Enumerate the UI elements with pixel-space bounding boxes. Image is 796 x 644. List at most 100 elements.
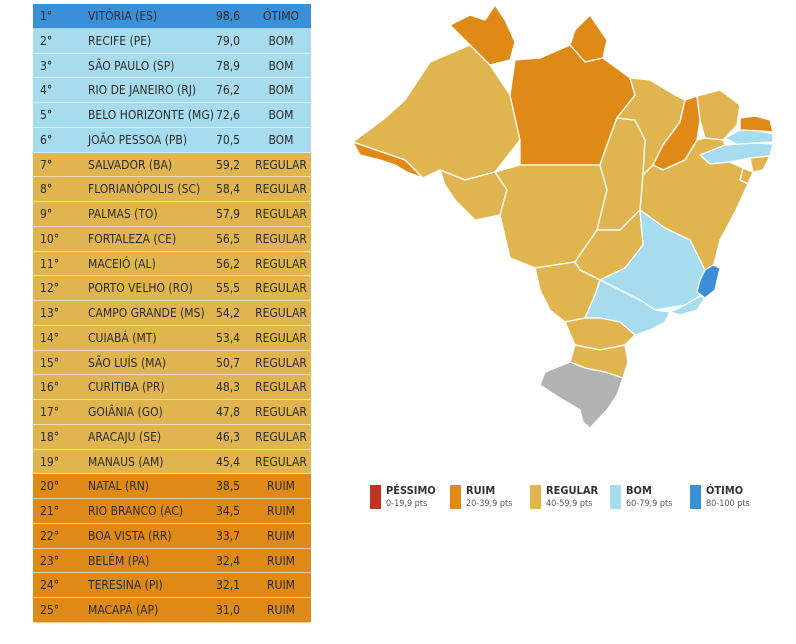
ranking-row: 18° ARACAJU (SE) 46,3 REGULAR: [33, 424, 311, 450]
state-ce: [696, 89, 741, 141]
ranking-position: 1°: [40, 9, 53, 23]
city-rating: REGULAR: [255, 380, 307, 395]
city-rating: REGULAR: [255, 231, 307, 246]
legend-range: 40-59,9 pts: [546, 499, 593, 509]
city-score: 72,6: [215, 108, 241, 122]
state-rr: [449, 4, 516, 66]
ranking-row: 14° CUIABÁ (MT) 53,4 REGULAR: [33, 325, 311, 351]
ranking-row: 11° MACEIÓ (AL) 56,2 REGULAR: [33, 251, 311, 277]
ranking-position: 16°: [40, 380, 60, 395]
ranking-position: 9°: [40, 207, 53, 221]
legend-name: REGULAR: [546, 484, 599, 497]
city-score: 47,8: [215, 405, 241, 419]
ranking-row: 17° GOIÂNIA (GO) 47,8 REGULAR: [33, 400, 311, 425]
ranking-position: 19°: [40, 454, 60, 469]
city-rating: RUIM: [267, 578, 295, 593]
city-rating: REGULAR: [255, 306, 307, 320]
ranking-position: 13°: [40, 306, 60, 320]
city-score: 31,0: [215, 603, 241, 617]
ranking-position: 8°: [40, 182, 53, 197]
city-score: 46,3: [215, 429, 241, 444]
legend-range: 60-79,9 pts: [626, 499, 673, 509]
ranking-row: 3° SÃO PAULO (SP) 78,9 BOM: [33, 53, 311, 79]
ranking-position: 4°: [40, 83, 53, 98]
ranking-row: 8° FLORIANÓPOLIS (SC) 58,4 REGULAR: [33, 177, 311, 202]
ranking-table: 1° VITÓRIA (ES) 98,6 ÓTIMO 2° RECIFE (PE) 79,0…: [33, 4, 311, 623]
ranking-position: 10°: [40, 231, 60, 246]
brazil-map: [352, 4, 774, 429]
city-rating: BOM: [268, 108, 294, 122]
city-rating: REGULAR: [255, 355, 307, 370]
city-score: 38,5: [215, 479, 241, 494]
city-score: 70,5: [215, 132, 241, 147]
city-score: 98,6: [215, 9, 241, 23]
city-rating: RUIM: [267, 528, 295, 543]
legend-name: ÓTIMO: [706, 484, 744, 497]
state-es: [696, 264, 721, 299]
city-name: CUIABÁ (MT): [88, 330, 157, 345]
ranking-position: 21°: [40, 504, 60, 518]
city-name: MANAUS (AM): [88, 454, 164, 469]
city-name: FLORIANÓPOLIS (SC): [88, 182, 201, 197]
city-rating: RUIM: [267, 553, 295, 568]
legend-name: BOM: [626, 484, 652, 497]
city-score: 55,5: [215, 281, 241, 296]
ranking-row: 19° MANAUS (AM) 45,4 REGULAR: [33, 449, 311, 475]
city-rating: REGULAR: [255, 157, 307, 172]
ranking-row: 21° RIO BRANCO (AC) 34,5 RUIM: [33, 499, 311, 524]
state-ac: [352, 141, 424, 179]
legend-swatch: [610, 485, 621, 509]
city-rating: REGULAR: [255, 454, 307, 469]
ranking-row: 25° MACAPÁ (AP) 31,0 RUIM: [33, 598, 311, 623]
city-score: 79,0: [215, 33, 241, 48]
legend-range: 20-39,9 pts: [466, 499, 513, 509]
city-name: FORTALEZA (CE): [88, 231, 177, 246]
ranking-row: 6° JOÃO PESSOA (PB) 70,5 BOM: [33, 127, 311, 153]
ranking-position: 5°: [40, 108, 53, 122]
city-rating: REGULAR: [255, 256, 307, 271]
city-name: JOÃO PESSOA (PB): [88, 132, 188, 147]
ranking-position: 3°: [40, 58, 53, 73]
city-name: RECIFE (PE): [88, 33, 152, 48]
city-name: CAMPO GRANDE (MS): [88, 306, 205, 320]
ranking-row: 13° CAMPO GRANDE (MS) 54,2 REGULAR: [33, 301, 311, 326]
state-rs: [539, 361, 624, 429]
city-score: 59,2: [215, 157, 241, 172]
city-rating: BOM: [268, 83, 294, 98]
ranking-row: 20° NATAL (RN) 38,5 RUIM: [33, 474, 311, 499]
city-rating: REGULAR: [255, 281, 307, 296]
ranking-row: 10° FORTALEZA (CE) 56,5 REGULAR: [33, 226, 311, 252]
legend-range: 0-19,9 pts: [386, 499, 428, 509]
city-score: 56,2: [215, 256, 241, 271]
ranking-position: 15°: [40, 355, 60, 370]
city-rating: REGULAR: [255, 405, 307, 419]
city-score: 32,4: [215, 553, 241, 568]
city-name: PORTO VELHO (RO): [88, 281, 193, 296]
ranking-row: 4° RIO DE JANEIRO (RJ) 76,2 BOM: [33, 78, 311, 103]
city-name: GOIÂNIA (GO): [88, 405, 163, 419]
city-score: 33,7: [215, 528, 241, 543]
ranking-position: 22°: [40, 528, 60, 543]
ranking-row: 1° VITÓRIA (ES) 98,6 ÓTIMO: [33, 4, 311, 29]
ranking-position: 6°: [40, 132, 53, 147]
city-score: 32,1: [215, 578, 241, 593]
city-name: CURITIBA (PR): [88, 380, 165, 395]
city-rating: REGULAR: [255, 182, 307, 197]
state-ro: [439, 169, 508, 221]
map-legend: PÉSSIMO 0-19,9 pts RUIM 20-39,9 pts REGU…: [370, 482, 770, 522]
city-score: 54,2: [215, 306, 241, 320]
city-score: 76,2: [215, 83, 241, 98]
ranking-row: 16° CURITIBA (PR) 48,3 REGULAR: [33, 375, 311, 400]
city-name: MACAPÁ (AP): [88, 603, 159, 617]
city-rating: ÓTIMO: [262, 9, 300, 23]
ranking-row: 22° BOA VISTA (RR) 33,7 RUIM: [33, 523, 311, 549]
city-rating: REGULAR: [255, 207, 307, 221]
city-name: SÃO LUÍS (MA): [88, 355, 167, 370]
ranking-row: 12° PORTO VELHO (RO) 55,5 REGULAR: [33, 276, 311, 301]
ranking-position: 11°: [40, 256, 60, 271]
ranking-position: 23°: [40, 553, 60, 568]
city-rating: BOM: [268, 33, 294, 48]
city-name: SÃO PAULO (SP): [88, 58, 175, 73]
city-score: 58,4: [215, 182, 241, 197]
legend-swatch: [450, 485, 461, 509]
